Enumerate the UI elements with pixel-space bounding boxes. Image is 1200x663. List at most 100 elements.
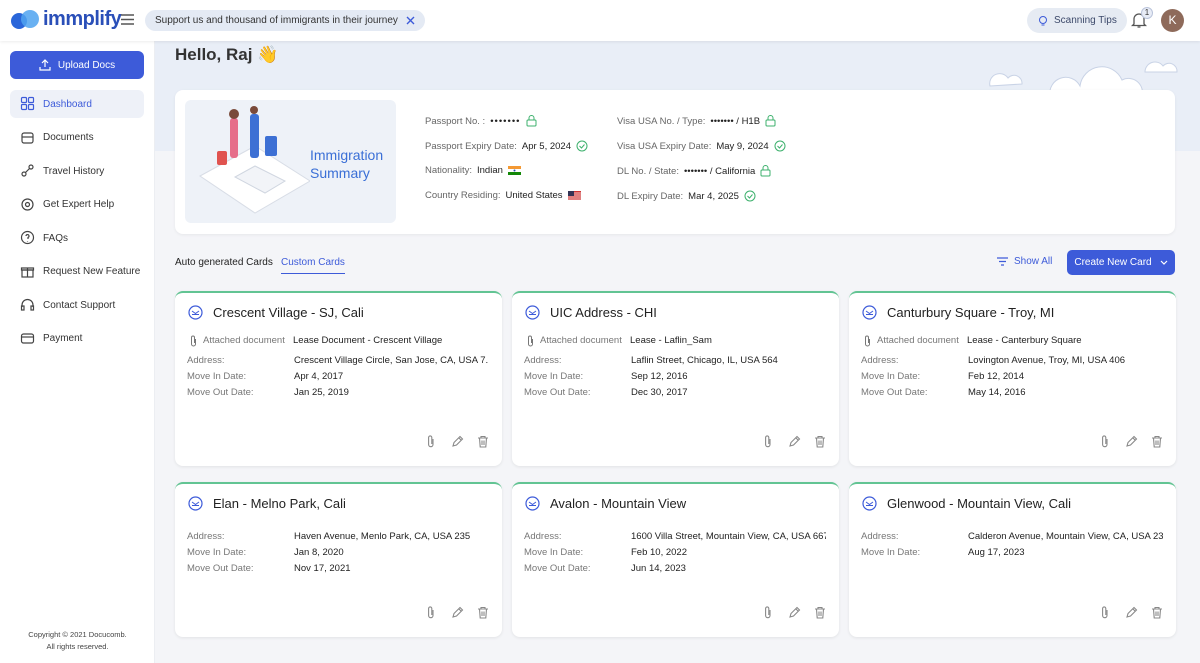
nav-icon [20,96,35,111]
nav-item[interactable]: Request New Feature [10,258,144,286]
label: Visa USA No. / Type: [617,115,706,127]
field-label: Address: [187,355,225,366]
attach-button[interactable] [1100,606,1110,619]
edit-button[interactable] [788,606,801,619]
check-icon [576,140,588,152]
field-label: Move In Date: [187,547,247,558]
delete-button[interactable] [1151,606,1163,619]
card-title: Crescent Village - SJ, Cali [213,305,364,320]
field-value: 1600 Villa Street, Mountain View, CA, US… [631,531,826,542]
delete-button[interactable] [814,606,826,619]
card-icon [525,305,540,320]
card-icon [188,305,203,320]
edit-button[interactable] [1125,435,1138,448]
field-label: Address: [524,531,562,542]
field-value: Crescent Village Circle, San Jose, CA, U… [294,355,489,366]
flag-india [507,166,521,175]
card-title: Glenwood - Mountain View, Cali [887,496,1072,511]
address-card: Elan - Melno Park, Cali Address: Haven Ave… [175,482,502,637]
attached-label: Attached document [877,335,959,346]
brand: immplify [43,8,122,30]
avatar[interactable]: K [1161,9,1184,32]
field-value: Haven Avenue, Menlo Park, CA, USA 235 [294,531,471,542]
logo-icon [11,9,39,29]
attached-document[interactable]: Lease - Canterbury Square [967,335,1082,346]
nav-item[interactable]: Payment [10,325,144,353]
show-all[interactable]: Show All [997,256,1052,267]
field-label: Address: [861,355,899,366]
close-banner[interactable] [406,16,415,25]
attach-button[interactable] [1100,435,1110,448]
field-value: Lovington Avenue, Troy, MI, USA 406 [968,355,1126,366]
clip-icon [528,335,533,347]
delete-button[interactable] [1151,435,1163,448]
nav-label: FAQs [43,232,69,244]
attached-document[interactable]: Lease - Laflin_Sam [630,335,712,346]
attached-document[interactable]: Lease Document - Crescent Village [293,335,443,346]
nav-icon [21,197,34,211]
field-value: Aug 17, 2023 [968,547,1025,558]
summary-illustration-box: Immigration Summary [185,100,396,223]
card-title: Elan - Melno Park, Cali [213,496,346,511]
upload-button[interactable]: Upload Docs [10,51,144,79]
create-card-button[interactable]: Create New Card [1067,250,1175,275]
edit-button[interactable] [451,606,464,619]
edit-button[interactable] [1125,606,1138,619]
card-title: Avalon - Mountain View [550,496,687,511]
label: Visa USA Expiry Date: [617,140,712,152]
attach-button[interactable] [763,435,773,448]
edit-button[interactable] [451,435,464,448]
summary-card: Immigration Summary Passport No. : ••••••… [175,90,1175,234]
value: May 9, 2024 [716,140,769,152]
field-label: Move In Date: [861,371,921,382]
tab-active[interactable]: Custom Cards [281,257,345,274]
attach-button[interactable] [763,606,773,619]
nav-item[interactable]: Travel History [10,157,144,185]
field-value: Calderon Avenue, Mountain View, CA, USA … [968,531,1163,542]
nav-item[interactable]: Contact Support [10,291,144,319]
clouds [989,61,1178,97]
address-card: UIC Address - CHI Attached document Lease … [512,291,839,466]
edit-button[interactable] [788,435,801,448]
upload-text: Upload Docs [57,59,116,71]
lock-icon [765,115,776,127]
address-card: Crescent Village - SJ, Cali Attached docu… [175,291,502,466]
field-value: Feb 12, 2014 [968,371,1024,382]
nav-item[interactable]: Documents [10,124,144,152]
nav-icon [20,332,35,344]
field-value: May 14, 2016 [968,387,1026,398]
support-banner: Support us and thousand of immigrants in… [145,10,425,31]
sidebar: Upload Docs Dashboard Documents Travel His… [0,41,155,663]
label: Passport Expiry Date: [425,140,517,152]
attach-button[interactable] [426,606,436,619]
delete-button[interactable] [814,435,826,448]
label: Nationality: [425,165,472,176]
summary-title: Immigration Summary [310,147,384,181]
delete-button[interactable] [477,606,489,619]
field-label: Move Out Date: [187,387,254,398]
logo[interactable]: immplify [10,8,122,31]
attached-label: Attached document [540,335,622,346]
flag-us [567,191,581,200]
nav-item[interactable]: FAQs [10,224,144,252]
delete-button[interactable] [477,435,489,448]
tab[interactable]: Auto generated Cards [175,257,273,268]
menu-button[interactable] [121,14,134,25]
upload-icon [39,59,51,71]
caret [1160,260,1168,265]
card-title: Canturbury Square - Troy, MI [887,305,1055,320]
field-label: Address: [861,531,899,542]
nav-icon [20,298,35,311]
filter-icon [997,257,1008,266]
attach-button[interactable] [426,435,436,448]
field-label: Move Out Date: [524,387,591,398]
value: ••••••• / California [683,165,756,177]
nav-item[interactable]: Get Expert Help [10,191,144,219]
check-icon [774,140,786,152]
clip-icon [191,335,196,347]
clip-icon [865,335,870,347]
nav-item[interactable]: Dashboard [10,90,144,118]
field-label: Move In Date: [524,547,584,558]
scanning-tips[interactable]: Scanning Tips [1027,8,1127,33]
create-text: Create New Card [1074,257,1152,268]
